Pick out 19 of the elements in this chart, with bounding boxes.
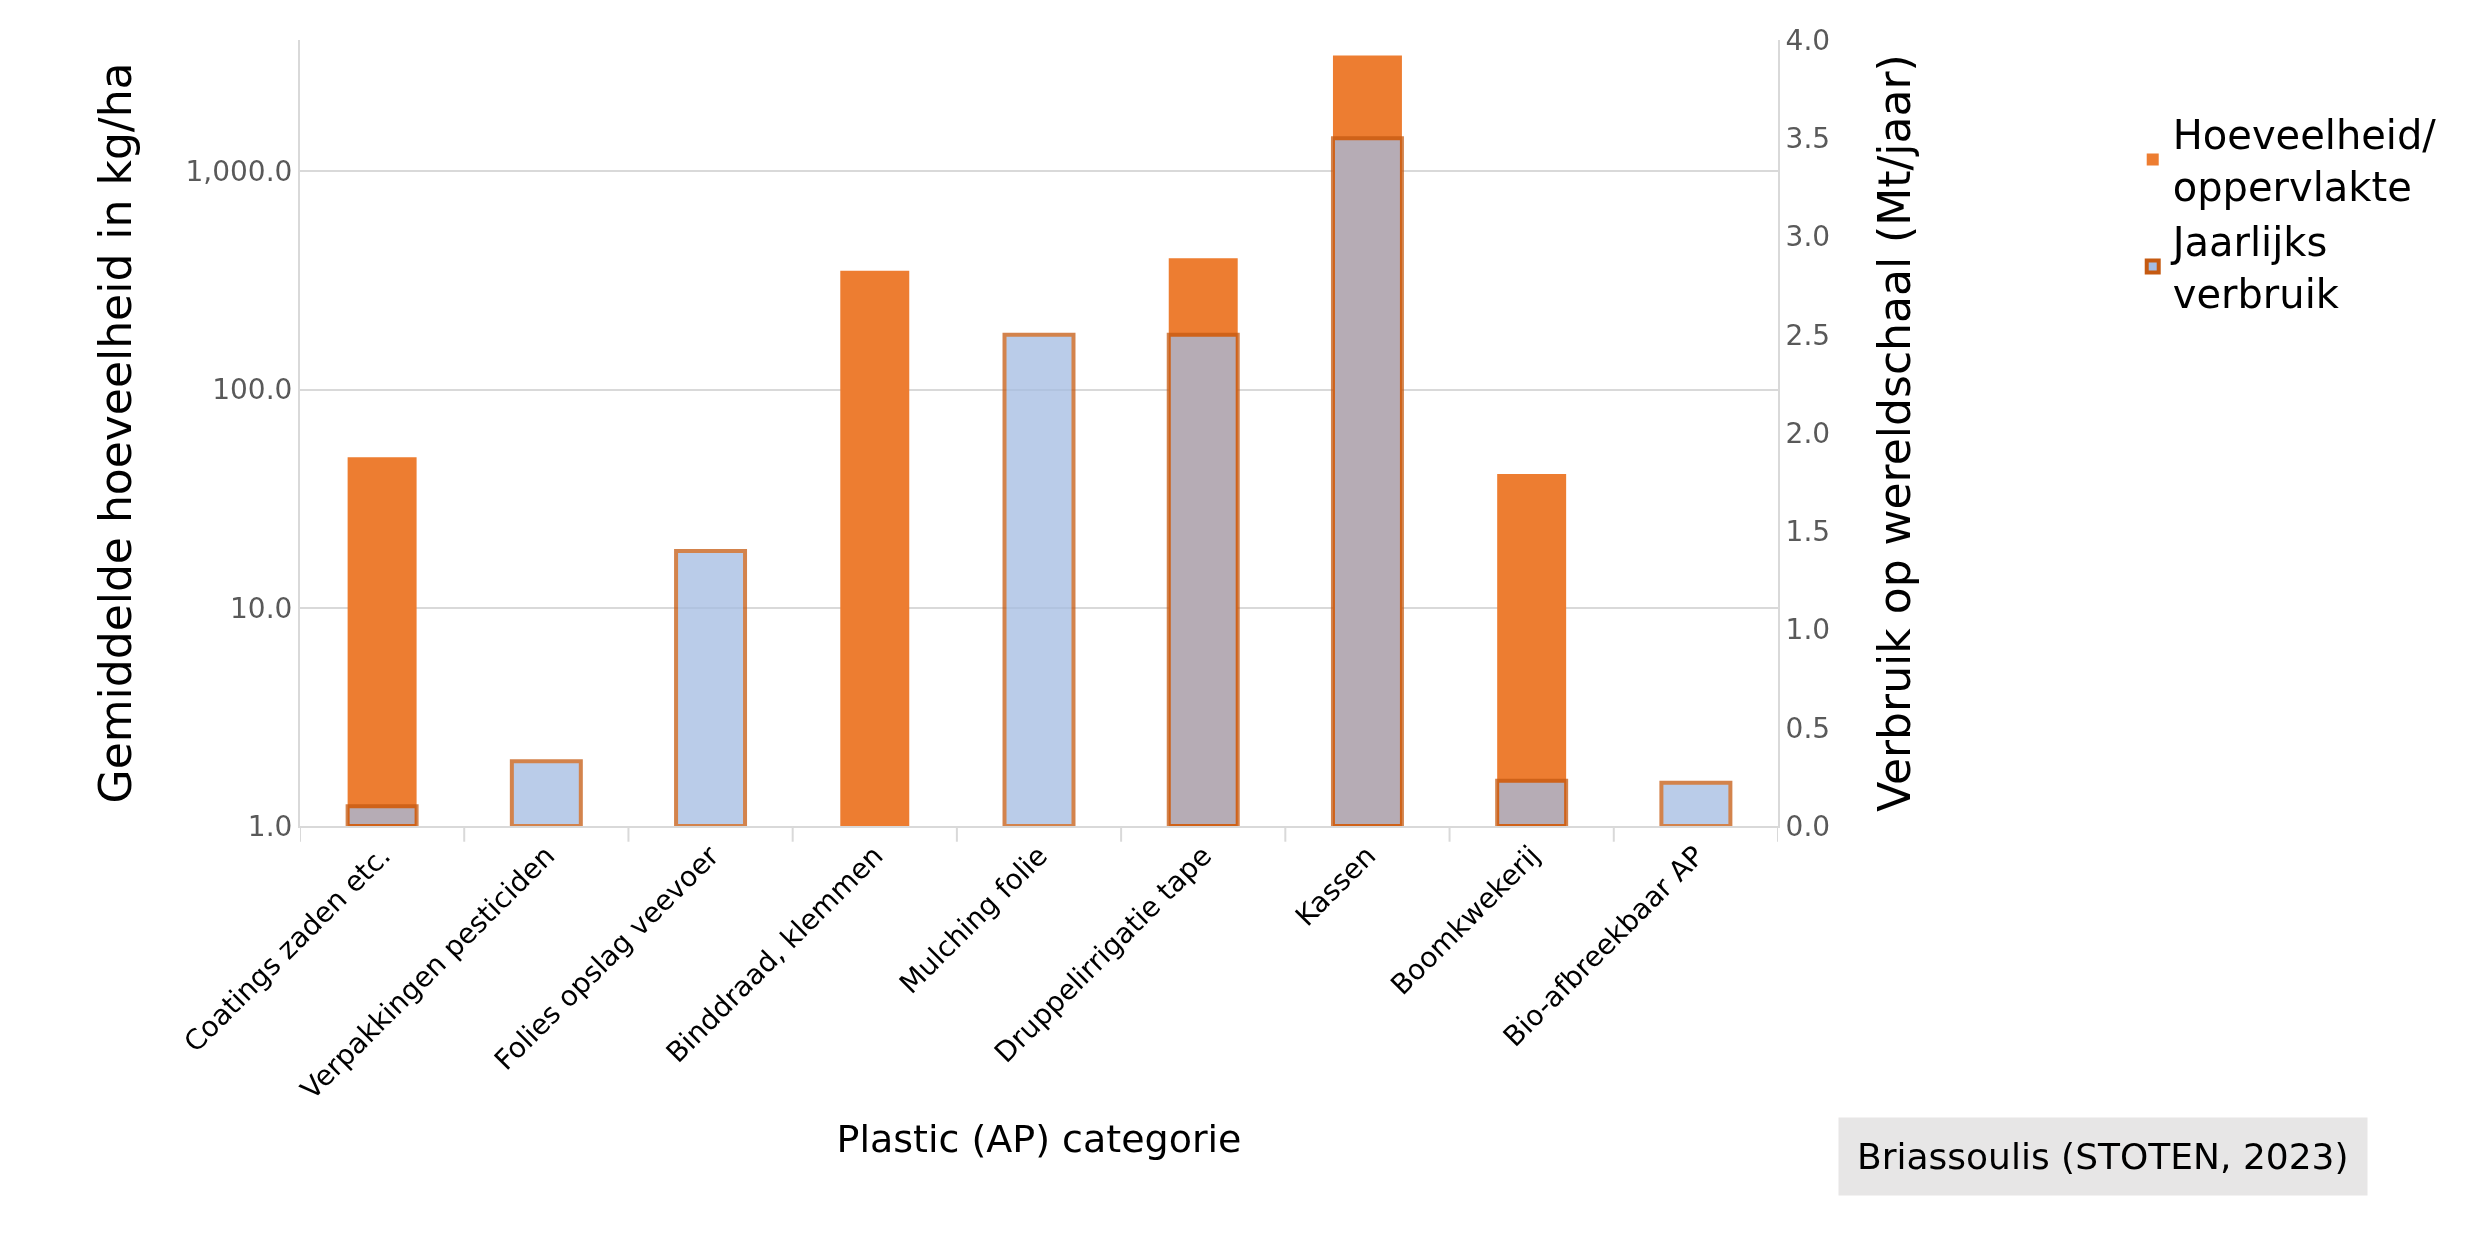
legend-label: Hoeveelheid/ oppervlakte <box>2172 112 2437 211</box>
y2-tick-label: 2.5 <box>1785 318 1831 352</box>
y2-tick-label: 2.0 <box>1785 416 1831 450</box>
y-tick-label: 1,000.0 <box>185 155 293 189</box>
y-tick-label: 1.0 <box>247 809 293 843</box>
y2-tick-label: 1.0 <box>1785 613 1831 647</box>
y-axis-title: Gemiddelde hoeveelheid in kg/ha <box>90 62 142 804</box>
y2-tick-label: 3.0 <box>1785 220 1831 254</box>
y2-tick-label: 3.5 <box>1785 122 1831 156</box>
x-axis-title: Plastic (AP) categorie <box>836 1116 1242 1161</box>
y2-tick-label: 0.0 <box>1785 809 1831 843</box>
y-tick-label: 10.0 <box>230 591 293 625</box>
y2-axis-title: Verbruik op wereldschaal (Mt/jaar) <box>1868 54 1920 812</box>
y2-tick-label: 1.5 <box>1785 515 1831 549</box>
y2-tick-label: 4.0 <box>1785 23 1831 57</box>
y2-tick-label: 0.5 <box>1785 711 1831 745</box>
legend-label: Jaarlijks verbruik <box>2169 219 2340 318</box>
text: Briassoulis (STOTEN, 2023) <box>1857 1136 2349 1177</box>
y-tick-label: 100.0 <box>212 373 293 407</box>
